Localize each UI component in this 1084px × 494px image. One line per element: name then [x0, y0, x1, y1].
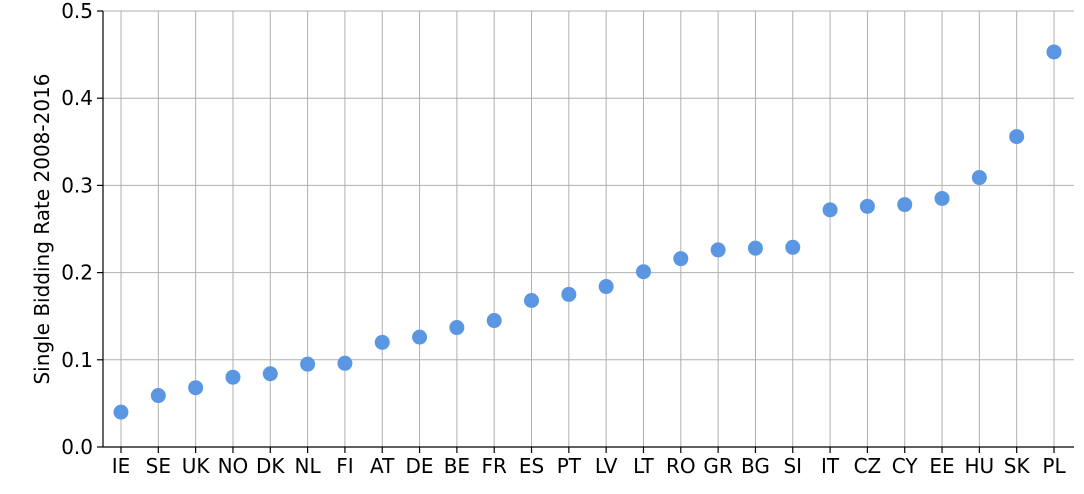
- x-tick-label-SE: SE: [146, 454, 171, 478]
- data-point-SE: [150, 388, 166, 404]
- data-point-FR: [486, 313, 502, 329]
- x-tick-label-FR: FR: [481, 454, 507, 478]
- data-point-RO: [673, 251, 689, 267]
- x-tick-label-FI: FI: [336, 454, 353, 478]
- x-tick-label-CZ: CZ: [854, 454, 882, 478]
- data-point-BE: [449, 320, 465, 336]
- data-point-SI: [785, 239, 801, 255]
- x-tick-label-LV: LV: [595, 454, 618, 478]
- x-tick-label-BE: BE: [444, 454, 470, 478]
- axes: [102, 11, 1074, 448]
- x-tick-label-DK: DK: [256, 454, 285, 478]
- y-tick-label: 0.0: [61, 435, 93, 459]
- x-tick-label-LT: LT: [633, 454, 654, 478]
- x-tick-label-EE: EE: [929, 454, 954, 478]
- x-tick-label-UK: UK: [182, 454, 211, 478]
- data-point-CZ: [859, 198, 875, 214]
- data-point-PT: [561, 286, 577, 302]
- x-tick-label-PT: PT: [557, 454, 582, 478]
- data-point-EE: [934, 190, 950, 206]
- y-tick-label: 0.1: [61, 348, 93, 372]
- y-axis-title: Single Bidding Rate 2008-2016: [30, 73, 54, 384]
- data-point-DK: [262, 366, 278, 382]
- y-axis-ticks: 0.0 0.1 0.2 0.3 0.4 0.5: [61, 0, 103, 459]
- data-point-AT: [374, 334, 390, 350]
- data-point-FI: [337, 355, 353, 371]
- x-tick-label-NO: NO: [218, 454, 249, 478]
- x-tick-label-SK: SK: [1004, 454, 1031, 478]
- data-points: [113, 44, 1062, 420]
- x-tick-label-NL: NL: [295, 454, 322, 478]
- y-tick-label: 0.3: [61, 173, 93, 197]
- data-point-LT: [635, 264, 651, 280]
- y-tick-label: 0.4: [61, 86, 93, 110]
- x-tick-label-IT: IT: [821, 454, 840, 478]
- data-point-PL: [1046, 44, 1062, 60]
- x-tick-label-BG: BG: [741, 454, 770, 478]
- data-point-ES: [524, 293, 540, 309]
- grid: [103, 10, 1074, 448]
- x-tick-label-CY: CY: [892, 454, 919, 478]
- data-point-CY: [897, 197, 913, 213]
- data-point-DE: [412, 329, 428, 345]
- data-point-HU: [971, 170, 987, 186]
- data-point-LV: [598, 279, 614, 295]
- x-tick-label-HU: HU: [965, 454, 995, 478]
- x-tick-label-ES: ES: [519, 454, 544, 478]
- x-tick-label-IE: IE: [112, 454, 131, 478]
- data-point-UK: [188, 380, 204, 396]
- x-tick-label-PL: PL: [1042, 454, 1066, 478]
- x-tick-label-DE: DE: [406, 454, 434, 478]
- y-tick-label: 0.5: [61, 0, 93, 23]
- data-point-BG: [747, 240, 763, 256]
- y-tick-label: 0.2: [61, 261, 93, 285]
- x-tick-label-AT: AT: [370, 454, 395, 478]
- x-axis-ticks: IE SE UK NO DK NL FI AT DE BE FR ES PT LV LT RO GR BG SI IT…: [112, 447, 1066, 478]
- data-point-IT: [822, 202, 838, 218]
- x-tick-label-SI: SI: [783, 454, 802, 478]
- data-point-NO: [225, 369, 241, 385]
- x-tick-label-RO: RO: [666, 454, 696, 478]
- data-point-IE: [113, 404, 129, 420]
- x-tick-label-GR: GR: [703, 454, 732, 478]
- data-point-GR: [710, 242, 726, 258]
- data-point-NL: [300, 356, 316, 372]
- data-point-SK: [1009, 129, 1025, 145]
